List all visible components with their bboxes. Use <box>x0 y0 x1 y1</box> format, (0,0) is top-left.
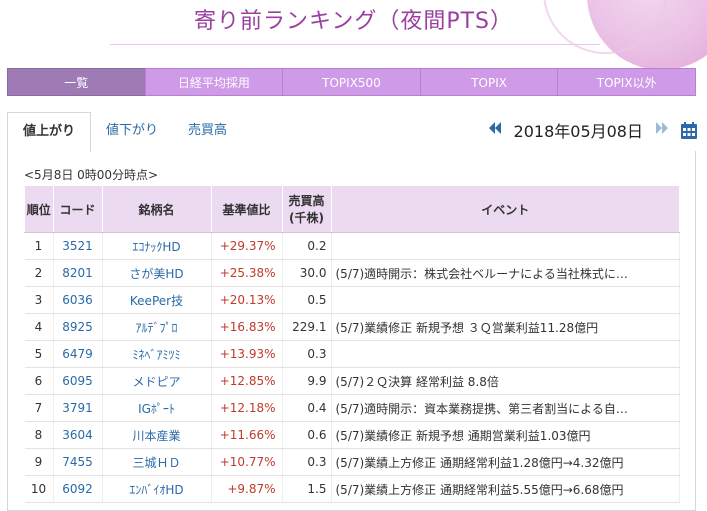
event-cell: (5/7)２Ｑ決算 経常利益 8.8倍 <box>331 367 680 395</box>
volume-cell: 0.3 <box>282 448 332 476</box>
header-code: コード <box>52 185 103 233</box>
code-link[interactable]: 7455 <box>53 448 103 476</box>
change-cell: +16.83% <box>211 313 283 341</box>
subtab-gainers[interactable]: 値上がり <box>7 112 92 152</box>
header-event: イベント <box>330 185 680 233</box>
subtab-losers[interactable]: 値下がり <box>106 123 159 138</box>
change-cell: +13.93% <box>211 340 283 368</box>
rank-cell: 1 <box>24 232 54 260</box>
code-link[interactable]: 3604 <box>53 421 103 449</box>
event-cell <box>331 286 680 314</box>
date-navigator: 2018年05月08日 <box>482 118 697 142</box>
rank-cell: 9 <box>24 448 54 476</box>
event-cell: (5/7)業績上方修正 通期経常利益5.55億円→6.68億円 <box>331 475 680 503</box>
code-link[interactable]: 8201 <box>53 259 103 287</box>
code-link[interactable]: 3791 <box>53 394 103 422</box>
header-volume-line1: 売買高 <box>288 194 325 208</box>
volume-cell: 0.2 <box>282 232 332 260</box>
stock-name-link[interactable]: 三城ＨＤ <box>102 448 212 476</box>
volume-cell: 229.1 <box>282 313 332 341</box>
change-cell: +12.85% <box>211 367 283 395</box>
header-change: 基準値比 <box>210 185 283 233</box>
table-row: 4 8925 ｱﾙﾃﾞﾌﾟﾛ +16.83% 229.1 (5/7)業績修正 新規予想 ３… <box>24 313 680 341</box>
stock-name-link[interactable]: メドピア <box>102 367 212 395</box>
table-row: 3 6036 KeePer技 +20.13% 0.5 <box>24 286 680 314</box>
event-cell: (5/7)業績修正 新規予想 ３Ｑ営業利益11.28億円 <box>331 313 680 341</box>
table-row: 5 6479 ﾐﾈﾍﾞｱﾐﾂﾐ +13.93% 0.3 <box>24 340 680 368</box>
change-cell: +11.66% <box>211 421 283 449</box>
table-row: 2 8201 さが美HD +25.38% 30.0 (5/7)適時開示：株式会社ベルーナに… <box>24 259 680 287</box>
timestamp: <5月8日 0時00分時点> <box>24 168 159 182</box>
volume-cell: 30.0 <box>282 259 332 287</box>
event-cell: (5/7)適時開示：資本業務提携、第三者割当による自… <box>331 394 680 422</box>
stock-name-link[interactable]: ｱﾙﾃﾞﾌﾟﾛ <box>102 313 212 341</box>
tab-nikkei225[interactable]: 日経平均採用 <box>144 68 284 96</box>
table-header-row: 順位 コード 銘柄名 基準値比 売買高 (千株) イベント <box>24 185 680 233</box>
volume-cell: 9.9 <box>282 367 332 395</box>
stock-name-link[interactable]: ｴｺﾅｯｸHD <box>102 232 212 260</box>
tab-topix500[interactable]: TOPIX500 <box>282 68 421 96</box>
event-cell <box>331 232 680 260</box>
change-cell: +29.37% <box>211 232 283 260</box>
code-link[interactable]: 6092 <box>53 475 103 503</box>
change-cell: +10.77% <box>211 448 283 476</box>
subtab-volume[interactable]: 売買高 <box>188 123 228 138</box>
table-row: 10 6092 ｴﾝﾊﾞｲｵHD +9.87% 1.5 (5/7)業績上方修正 通期経常利… <box>24 475 680 503</box>
event-cell: (5/7)適時開示：株式会社ベルーナによる当社株式に… <box>331 259 680 287</box>
rank-cell: 6 <box>24 367 54 395</box>
volume-cell: 0.4 <box>282 394 332 422</box>
title-underline <box>110 44 600 45</box>
change-cell: +25.38% <box>211 259 283 287</box>
stock-name-link[interactable]: ﾐﾈﾍﾞｱﾐﾂﾐ <box>102 340 212 368</box>
table-row: 7 3791 IGﾎﾟｰﾄ +12.18% 0.4 (5/7)適時開示：資本業務提携、第三… <box>24 394 680 422</box>
volume-cell: 0.6 <box>282 421 332 449</box>
ranking-type-tabs: 値上がり 値下がり 売買高 <box>7 112 242 152</box>
table-row: 9 7455 三城ＨＤ +10.77% 0.3 (5/7)業績上方修正 通期経常利益1.2… <box>24 448 680 476</box>
rank-cell: 3 <box>24 286 54 314</box>
rank-cell: 7 <box>24 394 54 422</box>
index-tabs: 一覧 日経平均採用 TOPIX500 TOPIX TOPIX以外 <box>7 68 696 96</box>
volume-cell: 0.5 <box>282 286 332 314</box>
header-volume: 売買高 (千株) <box>281 185 332 233</box>
rank-cell: 2 <box>24 259 54 287</box>
tab-all[interactable]: 一覧 <box>7 68 146 96</box>
ranking-table: 順位 コード 銘柄名 基準値比 売買高 (千株) イベント 1 3521 ｴｺﾅｯｸ… <box>24 185 680 503</box>
rank-cell: 10 <box>24 475 54 503</box>
header-volume-line2: (千株) <box>289 211 324 225</box>
volume-cell: 0.3 <box>282 340 332 368</box>
code-link[interactable]: 8925 <box>53 313 103 341</box>
stock-name-link[interactable]: KeePer技 <box>102 286 212 314</box>
code-link[interactable]: 6036 <box>53 286 103 314</box>
calendar-icon[interactable] <box>681 121 697 139</box>
code-link[interactable]: 6095 <box>53 367 103 395</box>
event-cell <box>331 340 680 368</box>
change-cell: +9.87% <box>211 475 283 503</box>
tab-topix[interactable]: TOPIX <box>419 68 559 96</box>
stock-name-link[interactable]: IGﾎﾟｰﾄ <box>102 394 212 422</box>
volume-cell: 1.5 <box>282 475 332 503</box>
table-row: 8 3604 川本産業 +11.66% 0.6 (5/7)業績修正 新規予想 通期営業利益… <box>24 421 680 449</box>
double-chevron-left-icon[interactable] <box>482 122 508 138</box>
tab-non-topix[interactable]: TOPIX以外 <box>557 68 696 96</box>
event-cell: (5/7)業績修正 新規予想 通期営業利益1.03億円 <box>331 421 680 449</box>
page-title: 寄り前ランキング（夜間PTS） <box>193 9 513 34</box>
current-date: 2018年05月08日 <box>513 122 643 141</box>
change-cell: +12.18% <box>211 394 283 422</box>
double-chevron-right-icon[interactable] <box>649 122 675 138</box>
code-link[interactable]: 6479 <box>53 340 103 368</box>
code-link[interactable]: 3521 <box>53 232 103 260</box>
stock-name-link[interactable]: さが美HD <box>102 259 212 287</box>
stock-name-link[interactable]: 川本産業 <box>102 421 212 449</box>
header-name: 銘柄名 <box>101 185 212 233</box>
rank-cell: 8 <box>24 421 54 449</box>
table-row: 6 6095 メドピア +12.85% 9.9 (5/7)２Ｑ決算 経常利益 8.8倍 <box>24 367 680 395</box>
rank-cell: 4 <box>24 313 54 341</box>
table-row: 1 3521 ｴｺﾅｯｸHD +29.37% 0.2 <box>24 232 680 260</box>
stock-name-link[interactable]: ｴﾝﾊﾞｲｵHD <box>102 475 212 503</box>
event-cell: (5/7)業績上方修正 通期経常利益1.28億円→4.32億円 <box>331 448 680 476</box>
rank-cell: 5 <box>24 340 54 368</box>
change-cell: +20.13% <box>211 286 283 314</box>
header-rank: 順位 <box>24 185 54 233</box>
